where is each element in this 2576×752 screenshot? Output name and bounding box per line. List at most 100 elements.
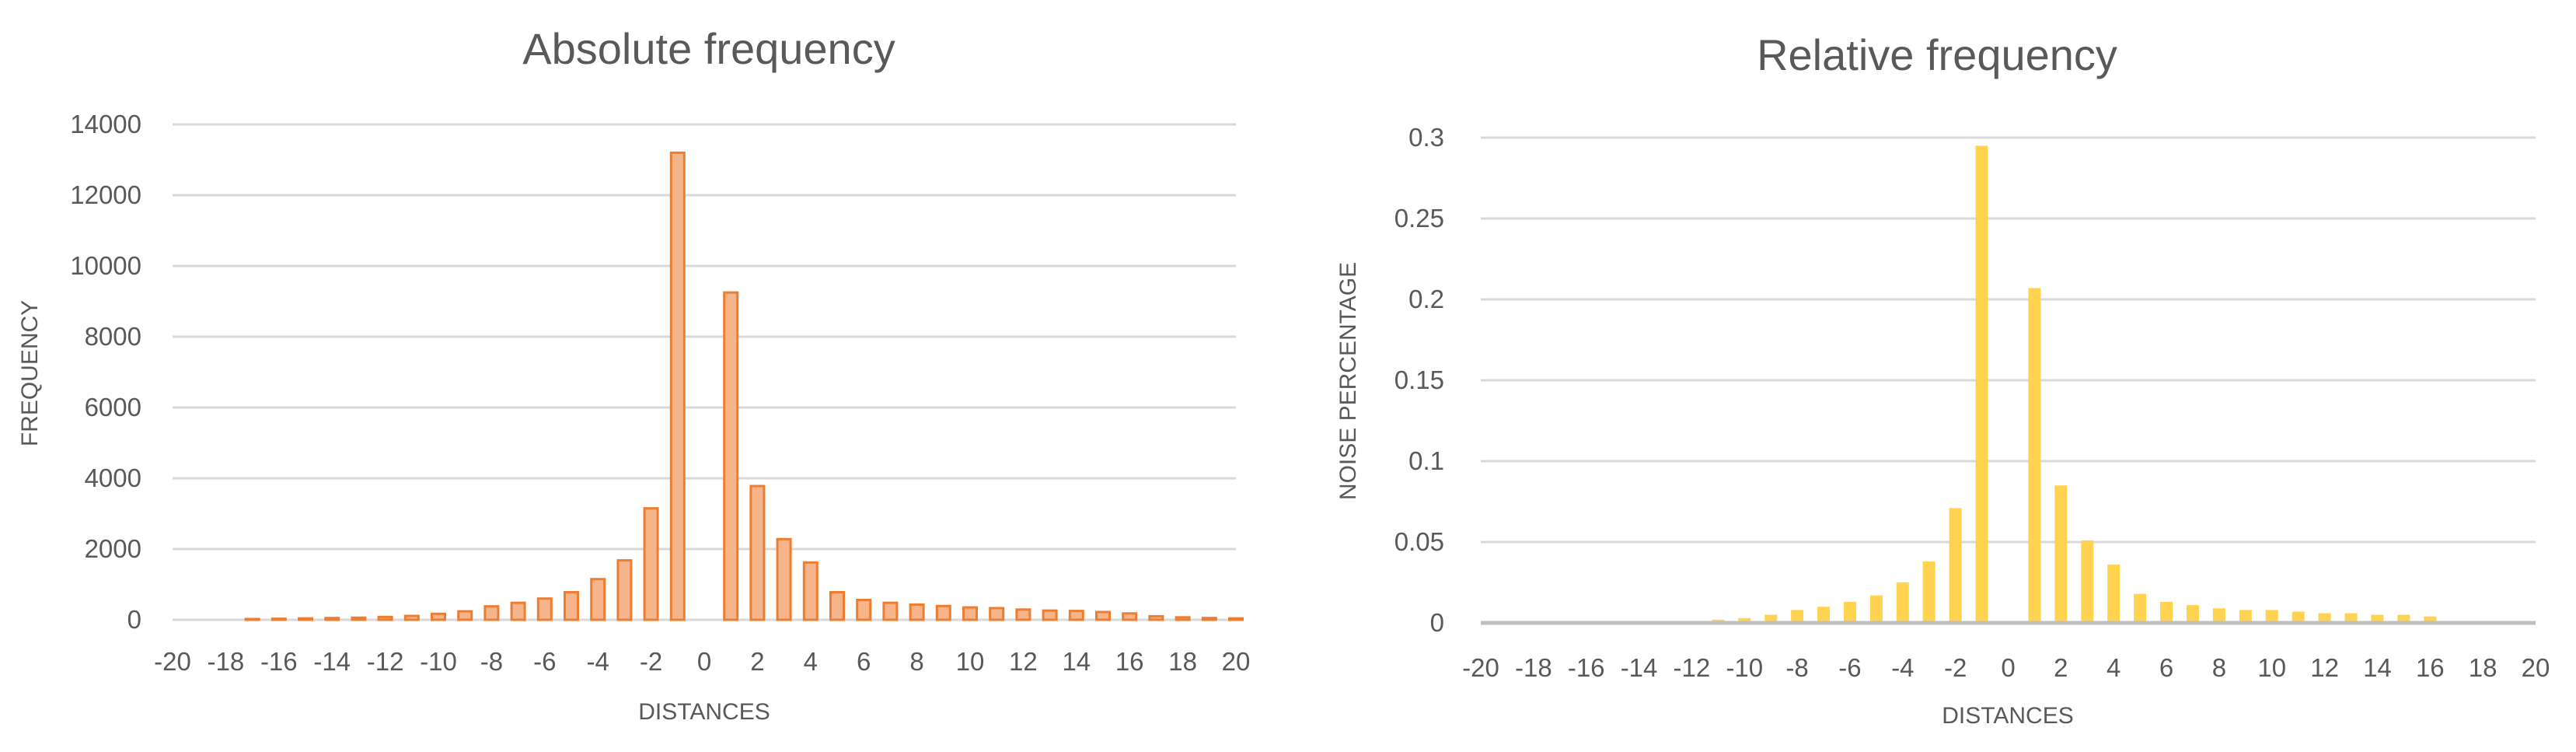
bar xyxy=(2397,614,2410,623)
x-tick-label: -12 xyxy=(367,647,404,676)
y-tick-label: 6000 xyxy=(85,393,141,421)
x-tick-label: 12 xyxy=(2310,653,2339,682)
y-tick-label: 0.3 xyxy=(1408,123,1444,152)
bar xyxy=(669,151,686,621)
y-tick-label: 0.2 xyxy=(1408,285,1444,313)
y-tick-label: 14000 xyxy=(70,110,141,138)
gridlines xyxy=(173,123,1236,621)
bar xyxy=(377,615,393,621)
y-tick-label: 0 xyxy=(127,605,141,634)
x-tick-label: 18 xyxy=(2469,653,2497,682)
bar xyxy=(1201,617,1217,621)
x-axis-label: DISTANCES xyxy=(638,699,770,725)
x-tick-label: -14 xyxy=(313,647,351,676)
y-axis-label: FREQUENCY xyxy=(17,300,43,446)
x-axis-label: DISTANCES xyxy=(1942,703,2073,729)
y-tick-label: 0.25 xyxy=(1394,204,1444,233)
bar xyxy=(298,617,313,621)
bar xyxy=(483,605,500,621)
bar xyxy=(643,507,659,621)
bar xyxy=(1896,582,1909,623)
x-tick-label: -4 xyxy=(587,647,609,676)
bar xyxy=(2160,601,2173,623)
y-tick-label: 4000 xyxy=(85,463,141,492)
bar xyxy=(2371,614,2384,623)
x-tick-label: 18 xyxy=(1168,647,1197,676)
x-tick-label: -16 xyxy=(1568,653,1605,682)
x-tick-label: -18 xyxy=(208,647,245,676)
x-tick-label: 2 xyxy=(750,647,764,676)
bar xyxy=(962,606,978,621)
bar xyxy=(2081,540,2094,623)
bar xyxy=(2107,565,2120,623)
x-tick-label: -8 xyxy=(1785,653,1808,682)
x-tick-label: 2 xyxy=(2054,653,2068,682)
bar xyxy=(802,561,819,621)
x-tick-label: 14 xyxy=(1062,647,1091,676)
bar xyxy=(1228,617,1244,621)
bar xyxy=(1122,612,1138,621)
x-tick-label: 16 xyxy=(2416,653,2445,682)
bar xyxy=(2239,610,2252,623)
bar xyxy=(909,603,925,621)
bar xyxy=(403,614,420,621)
bar xyxy=(1015,608,1031,621)
x-tick-label: 0 xyxy=(697,647,711,676)
x-tick-label: 14 xyxy=(2363,653,2392,682)
bar xyxy=(2212,608,2225,623)
bar xyxy=(1817,607,1831,623)
bar xyxy=(2424,616,2437,623)
x-tick-label: 16 xyxy=(1115,647,1144,676)
bar xyxy=(1738,617,1751,623)
bar xyxy=(2028,288,2041,623)
bar xyxy=(324,617,340,621)
y-tick-label: 0.05 xyxy=(1394,527,1444,556)
bar xyxy=(457,610,473,621)
bar xyxy=(616,559,633,621)
bar xyxy=(882,601,899,621)
bar xyxy=(2265,610,2278,623)
bar xyxy=(1791,610,1804,623)
bar xyxy=(1148,614,1164,621)
bar xyxy=(723,291,739,621)
bars xyxy=(244,151,1244,621)
y-tick-label: 0 xyxy=(1430,608,1444,637)
x-tick-labels: -20 -18 -16 -14 -12 -10 -8 -6 -4 -2 0 2 4 6 8 10 12 14 16 1… xyxy=(1462,653,2550,682)
bar xyxy=(1922,561,1935,623)
x-tick-label: 12 xyxy=(1009,647,1038,676)
x-tick-label: -18 xyxy=(1515,653,1552,682)
bar xyxy=(510,601,526,621)
x-tick-label: -4 xyxy=(1891,653,1914,682)
bar xyxy=(1843,601,1856,623)
bar xyxy=(1869,595,1883,623)
bar xyxy=(1095,610,1111,621)
bar xyxy=(351,616,367,621)
bar xyxy=(856,599,872,621)
bar xyxy=(2292,611,2305,623)
x-tick-label: 4 xyxy=(804,647,818,676)
bar xyxy=(1975,145,1988,623)
y-tick-label: 0.1 xyxy=(1408,446,1444,475)
y-tick-label: 12000 xyxy=(70,180,141,209)
bar xyxy=(1068,610,1084,621)
x-tick-labels: -20 -18 -16 -14 -12 -10 -8 -6 -4 -2 0 2 4 6 8 10 12 14 16 1… xyxy=(154,647,1250,676)
bar xyxy=(989,607,1005,621)
x-tick-label: 10 xyxy=(956,647,985,676)
bar xyxy=(564,591,579,621)
x-tick-label: 20 xyxy=(1222,647,1251,676)
bar xyxy=(244,617,260,621)
absolute-frequency-chart: Absolute frequency FREQUENCY DISTANCES 0… xyxy=(17,24,1250,725)
x-tick-label: -6 xyxy=(533,647,556,676)
bar xyxy=(1042,609,1058,621)
bar xyxy=(829,591,845,621)
x-tick-label: -20 xyxy=(154,647,191,676)
gridlines xyxy=(1481,136,2536,544)
x-tick-label: 0 xyxy=(2001,653,2015,682)
bar xyxy=(590,578,606,621)
x-tick-label: 4 xyxy=(2107,653,2120,682)
y-tick-labels: 0 0.05 0.1 0.15 0.2 0.25 0.3 xyxy=(1394,123,1444,637)
bar xyxy=(536,597,553,621)
bar xyxy=(431,612,446,621)
x-tick-label: -2 xyxy=(640,647,662,676)
